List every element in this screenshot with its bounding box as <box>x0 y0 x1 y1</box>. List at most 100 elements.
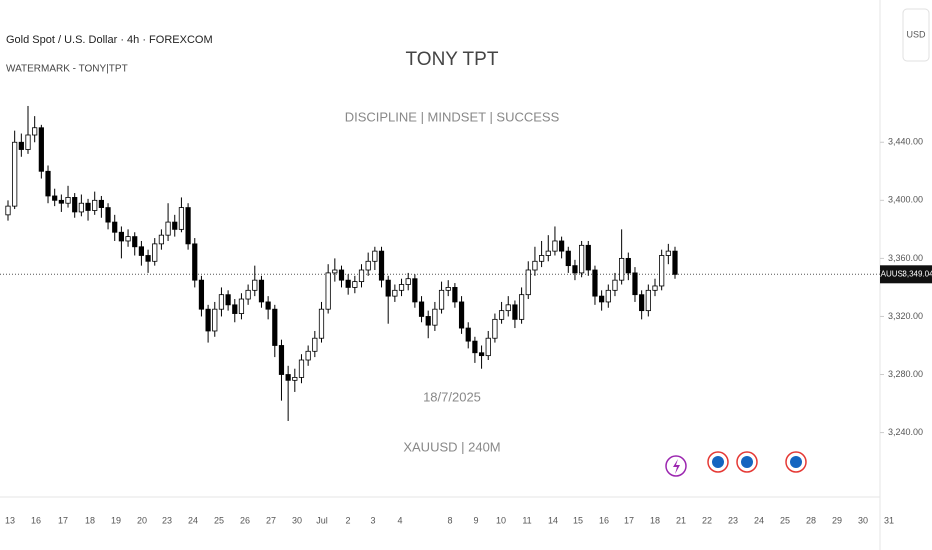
candle-body <box>298 359 305 378</box>
candle-body <box>138 246 144 256</box>
x-tick-label: 25 <box>780 515 790 525</box>
candle-body <box>5 205 11 216</box>
candle-body <box>659 255 665 287</box>
lightning <box>673 459 680 474</box>
x-tick-label: 17 <box>58 515 68 525</box>
candle-body <box>118 231 124 242</box>
candle-body <box>572 265 578 274</box>
candle-body <box>45 170 51 197</box>
candle-body <box>332 269 338 274</box>
watermark-motto: DISCIPLINE | MINDSET | SUCCESS <box>345 109 560 124</box>
candle-body <box>539 255 545 262</box>
candle-body <box>592 269 598 297</box>
x-tick-label: 3 <box>370 515 375 525</box>
x-tick-label: 22 <box>702 515 712 525</box>
flag <box>712 456 724 468</box>
candle-body <box>365 260 371 271</box>
candle-body <box>485 337 491 357</box>
x-tick-label: 17 <box>624 515 634 525</box>
candle-body <box>525 269 531 296</box>
x-tick-label: 31 <box>884 515 894 525</box>
candle-body <box>559 240 565 252</box>
flag <box>741 456 753 468</box>
candle-body <box>405 278 411 285</box>
x-tick-label: 28 <box>806 515 816 525</box>
candle-body <box>458 301 465 329</box>
watermark-title: TONY TPT <box>406 49 499 70</box>
candle-body <box>32 127 38 136</box>
candle-body <box>612 279 618 291</box>
candle-body <box>252 279 258 291</box>
candle-body <box>72 197 78 213</box>
x-tick-label: 8 <box>447 515 452 525</box>
candle-body <box>312 337 318 352</box>
candle-body <box>178 207 185 230</box>
x-tick-label: 9 <box>473 515 478 525</box>
event-icons <box>665 451 807 477</box>
x-tick-label: 19 <box>111 515 121 525</box>
candle-body <box>398 284 405 291</box>
x-tick-label: 4 <box>397 515 402 525</box>
candle-body <box>265 301 271 310</box>
candle-body <box>465 327 471 342</box>
x-tick-label: 18 <box>85 515 95 525</box>
x-tick-label: 18 <box>650 515 660 525</box>
chart-title: Gold Spot / U.S. Dollar · 4h · FOREXCOM <box>6 34 213 46</box>
candle-body <box>192 243 198 281</box>
x-tick-label: 16 <box>599 515 609 525</box>
candle-body <box>258 279 265 303</box>
y-tick-label: 3,320.00 <box>888 311 923 321</box>
price-tag <box>904 265 932 284</box>
candle-body <box>98 199 104 208</box>
candle-body <box>452 287 458 303</box>
chart-subtitle: WATERMARK - TONY|TPT <box>6 64 128 75</box>
candle-body <box>225 294 231 306</box>
x-tick-label: 25 <box>214 515 224 525</box>
candle-body <box>639 294 645 312</box>
candle-body <box>38 127 44 172</box>
x-tick-label: 24 <box>754 515 764 525</box>
candle-body <box>372 250 378 262</box>
candle-body <box>665 250 671 256</box>
candle-body <box>205 308 211 332</box>
candle-body <box>112 221 118 233</box>
candle-body <box>425 316 431 326</box>
candle-body <box>632 272 638 296</box>
candle-body <box>152 243 158 262</box>
x-tick-label: 29 <box>832 515 842 525</box>
candle-body <box>599 295 605 303</box>
candle-body <box>105 207 111 223</box>
candle-body <box>345 279 351 288</box>
candle-body <box>132 236 138 248</box>
candle-body <box>338 269 345 281</box>
x-tick-label: 20 <box>137 515 147 525</box>
candle-body <box>272 308 278 346</box>
candle-body <box>292 377 298 381</box>
candle-body <box>505 304 511 312</box>
x-tick-label: 21 <box>676 515 686 525</box>
candle-body <box>498 310 505 320</box>
candle-body <box>92 199 98 211</box>
candle-body <box>18 141 24 150</box>
x-tick-label: 27 <box>266 515 276 525</box>
x-tick-label: 30 <box>292 515 302 525</box>
candle-body <box>432 308 438 326</box>
x-tick-label: Jul <box>316 515 328 525</box>
candle-body <box>12 141 18 207</box>
candle-body <box>579 244 585 274</box>
x-tick-label: 30 <box>858 515 868 525</box>
candle-body <box>52 195 58 201</box>
candle-body <box>385 279 391 297</box>
candle-body <box>552 240 558 252</box>
candle-body <box>565 250 571 267</box>
candle-body <box>585 244 591 271</box>
candle-body <box>325 272 331 310</box>
candle-body <box>478 352 485 357</box>
candle-body <box>545 250 551 256</box>
candle-body <box>438 289 445 310</box>
candle-body <box>605 289 611 303</box>
y-tick-label: 3,240.00 <box>888 427 923 437</box>
currency-box[interactable] <box>902 8 930 62</box>
